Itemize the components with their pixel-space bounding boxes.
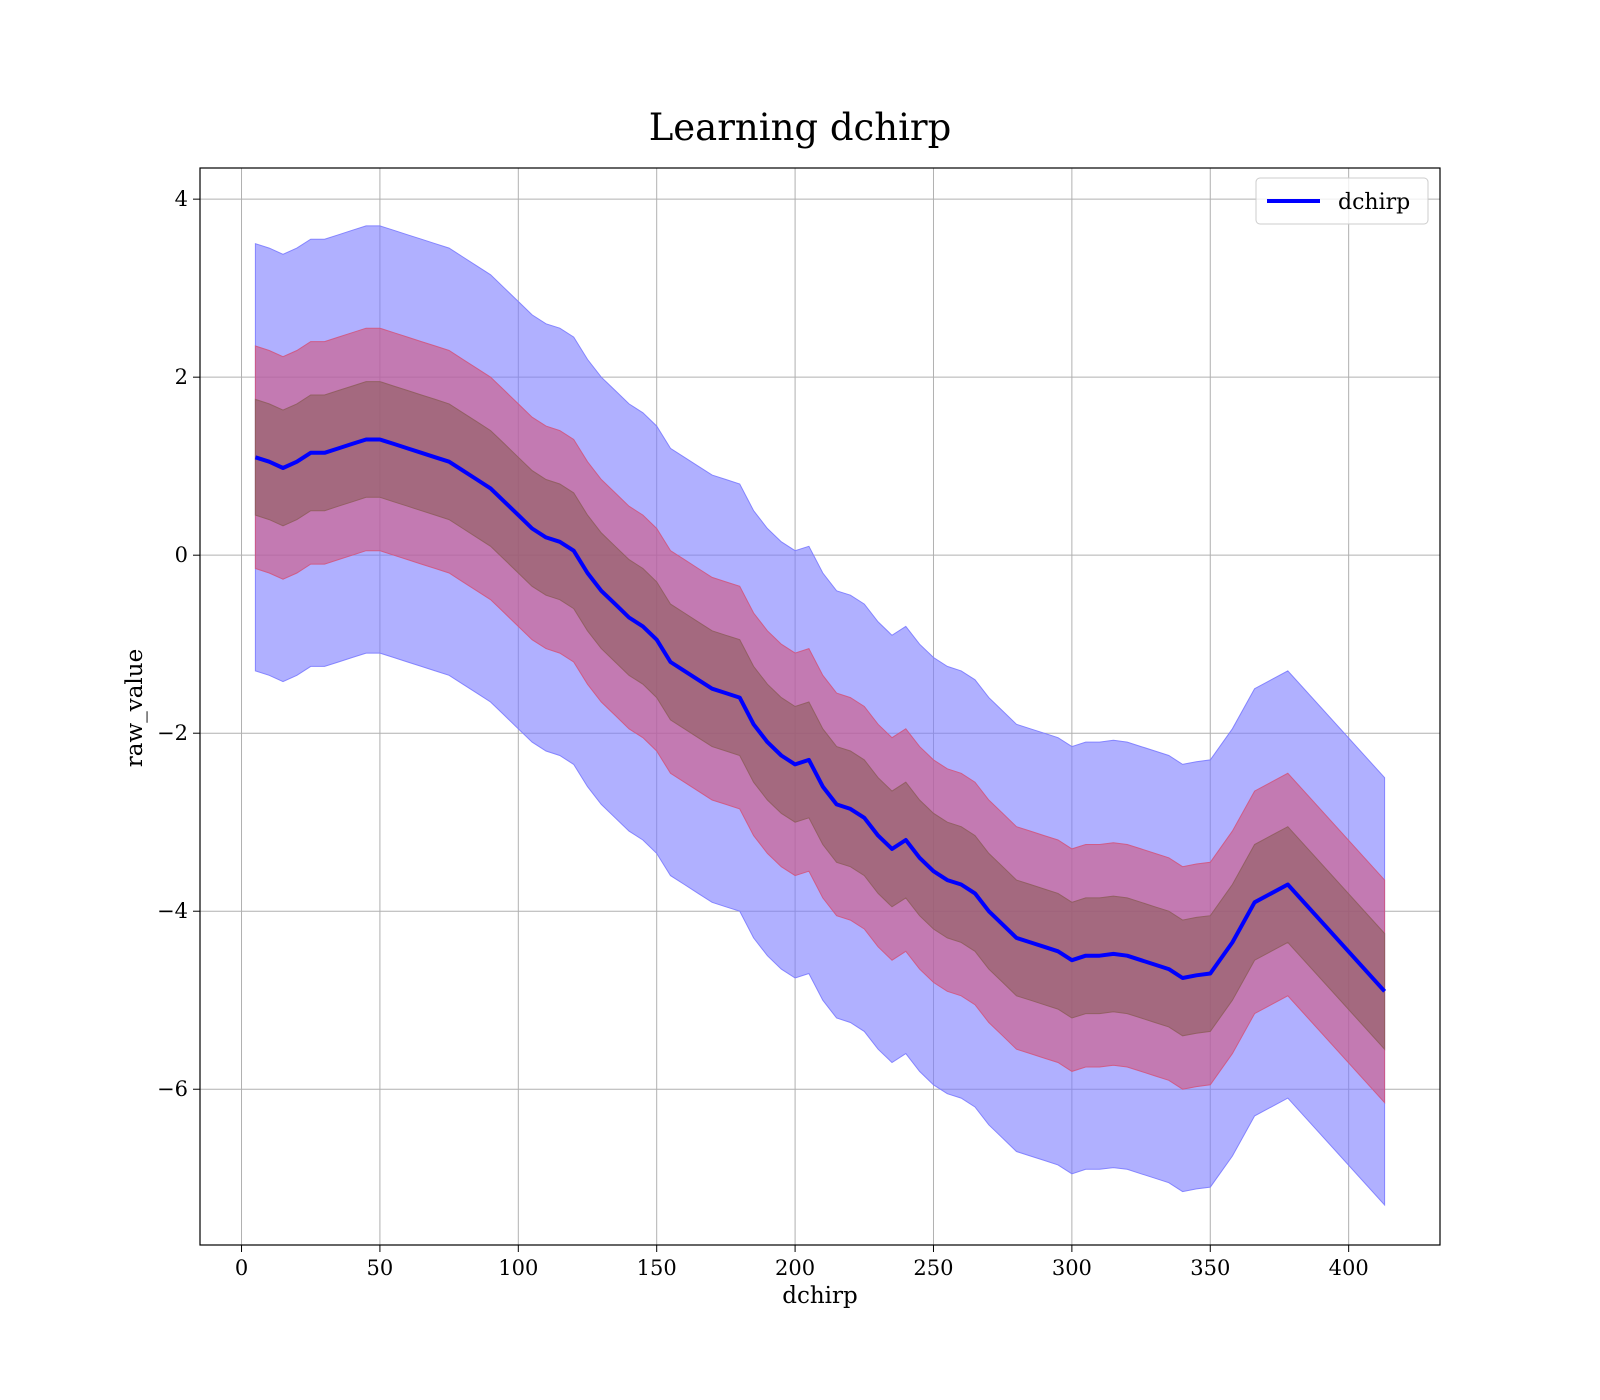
chart-title: Learning dchirp: [649, 106, 952, 149]
series-lines: [254, 437, 1387, 993]
y-tick-label: −4: [157, 899, 188, 923]
y-tick-label: −2: [157, 721, 188, 745]
x-tick-label: 100: [498, 1256, 538, 1280]
y-axis-label: raw_value: [122, 649, 148, 767]
series-line-dchirp: [254, 437, 1387, 993]
x-tick-label: 300: [1052, 1256, 1092, 1280]
legend: dchirp: [1255, 177, 1429, 225]
x-tick-label: 400: [1329, 1256, 1369, 1280]
legend-label: dchirp: [1338, 190, 1410, 215]
x-tick-label: 50: [367, 1256, 394, 1280]
confidence-bands: [254, 225, 1386, 1207]
x-tick-label: 0: [235, 1256, 248, 1280]
x-tick-label: 200: [775, 1256, 815, 1280]
x-tick-label: 350: [1190, 1256, 1230, 1280]
y-axis-ticks: 4 2 0 −2 −4 −6: [157, 187, 200, 1101]
y-tick-label: 2: [175, 365, 188, 389]
y-tick-label: 0: [175, 543, 188, 567]
legend-box: [1255, 177, 1429, 225]
y-tick-label: 4: [175, 187, 188, 211]
x-axis-label: dchirp: [782, 1283, 858, 1309]
y-tick-label: −6: [157, 1077, 188, 1101]
x-axis-ticks: 0 50 100 150 200 250 300 350 400: [235, 1245, 1369, 1280]
x-tick-label: 250: [913, 1256, 953, 1280]
x-tick-label: 150: [637, 1256, 677, 1280]
plot-frame: [199, 167, 1441, 1246]
band-inner: [254, 381, 1386, 1051]
